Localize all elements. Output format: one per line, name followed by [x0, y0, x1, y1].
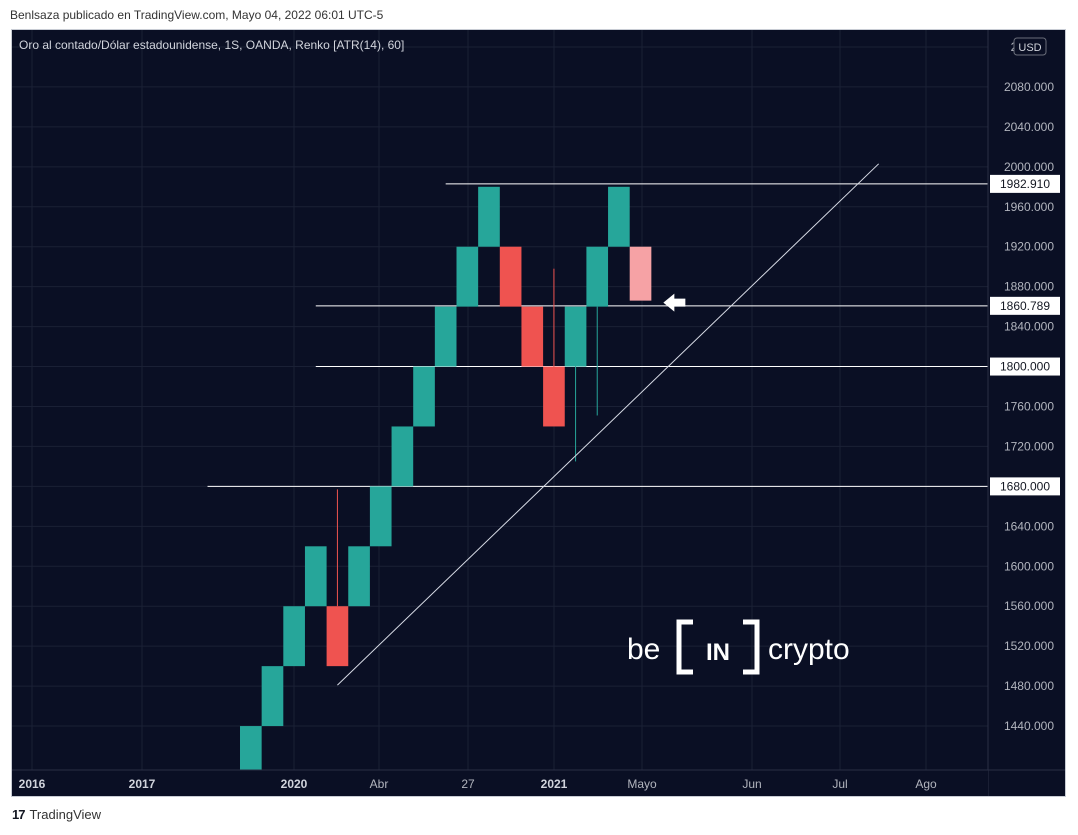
y-tick-label: 1560.000 [1004, 599, 1054, 613]
x-tick-label: Jun [742, 777, 761, 791]
watermark-in: IN [706, 639, 730, 666]
y-tick-label: 1960.000 [1004, 200, 1054, 214]
y-tick-label: 1840.000 [1004, 320, 1054, 334]
publish-caption: Benlsaza publicado en TradingView.com, M… [10, 8, 384, 22]
y-tick-label: 2080.000 [1004, 80, 1054, 94]
renko-brick [543, 366, 565, 427]
x-axis-ticks: 2016 2017 2020 Abr 27 2021 Mayo Jun Jul Ago [19, 777, 937, 791]
currency-badge[interactable]: USD [1013, 37, 1047, 56]
chart-title: Oro al contado/Dólar estadounidense, 1S,… [19, 38, 404, 52]
y-tick-label: 1640.000 [1004, 519, 1054, 533]
arrow-group [663, 293, 686, 312]
renko-brick [478, 186, 500, 247]
currency-badge-label: USD [1018, 42, 1041, 54]
renko-brick [369, 486, 392, 547]
y-tick-label: 1720.000 [1004, 439, 1054, 453]
x-tick-label: 2017 [129, 777, 156, 791]
renko-chart[interactable]: be IN crypto 1440.000 1480.000 1520.000 1560.… [12, 30, 1065, 796]
level-label: 1982.910 [1000, 177, 1050, 191]
y-tick-label: 2040.000 [1004, 120, 1054, 134]
level-label-bg [990, 174, 1060, 193]
renko-brick [456, 246, 479, 307]
y-tick-label: 1520.000 [1004, 639, 1054, 653]
level-label-bg [990, 477, 1060, 496]
chart-background [12, 30, 1065, 796]
wicks [336, 268, 598, 607]
renko-brick [261, 666, 284, 727]
watermark-bracket-left [676, 619, 693, 675]
y-tick-label: 1880.000 [1004, 280, 1054, 294]
footer-brand: TradingView [29, 807, 102, 822]
trendline-group [337, 163, 880, 686]
x-tick-label: 27 [461, 777, 475, 791]
renko-brick [326, 606, 349, 667]
renko-brick [283, 606, 305, 667]
renko-brick [499, 246, 522, 307]
renko-brick [304, 546, 327, 607]
y-tick-label: 1480.000 [1004, 679, 1054, 693]
level-labels: 1982.910 1860.789 1800.000 1680.000 [990, 174, 1060, 496]
renko-brick [564, 306, 587, 367]
x-tick-label: 2016 [19, 777, 46, 791]
chart-container[interactable]: be IN crypto 1440.000 1480.000 1520.000 1560.… [11, 29, 1066, 797]
watermark-be: be [627, 633, 660, 666]
level-label: 1680.000 [1000, 479, 1050, 493]
renko-brick [629, 246, 652, 301]
renko-brick [391, 426, 414, 487]
y-tick-label: 1600.000 [1004, 559, 1054, 573]
beincrypto-watermark: be IN crypto [627, 619, 850, 675]
watermark-crypto: crypto [768, 633, 850, 666]
renko-brick [608, 186, 630, 247]
y-tick-label: 2000.000 [1004, 160, 1054, 174]
y-tick-label: 1760.000 [1004, 399, 1054, 413]
footer: 17 TradingView [12, 807, 101, 822]
level-label-bg [990, 296, 1060, 315]
renko-brick [348, 546, 370, 607]
renko-bricks [240, 186, 652, 786]
level-label: 1860.789 [1000, 299, 1050, 313]
x-tick-label: Jul [832, 777, 847, 791]
trendline [337, 163, 880, 686]
watermark-bracket-right [743, 619, 760, 675]
renko-brick [413, 366, 435, 427]
x-tick-label: 2021 [541, 777, 568, 791]
price-axis[interactable] [988, 30, 1065, 796]
level-label-bg [990, 357, 1060, 376]
y-tick-label: 1920.000 [1004, 240, 1054, 254]
x-tick-label: Abr [370, 777, 389, 791]
arrow-left-icon [663, 293, 686, 312]
time-axis[interactable] [12, 770, 988, 796]
x-tick-label: Ago [915, 777, 937, 791]
renko-brick [434, 306, 457, 367]
tradingview-logo-icon: 17 [12, 807, 26, 822]
x-tick-label: 2020 [281, 777, 308, 791]
renko-brick [521, 306, 544, 367]
x-tick-label: Mayo [627, 777, 657, 791]
level-label: 1800.000 [1000, 360, 1050, 374]
y-tick-label: 1440.000 [1004, 719, 1054, 733]
renko-brick [586, 246, 609, 307]
